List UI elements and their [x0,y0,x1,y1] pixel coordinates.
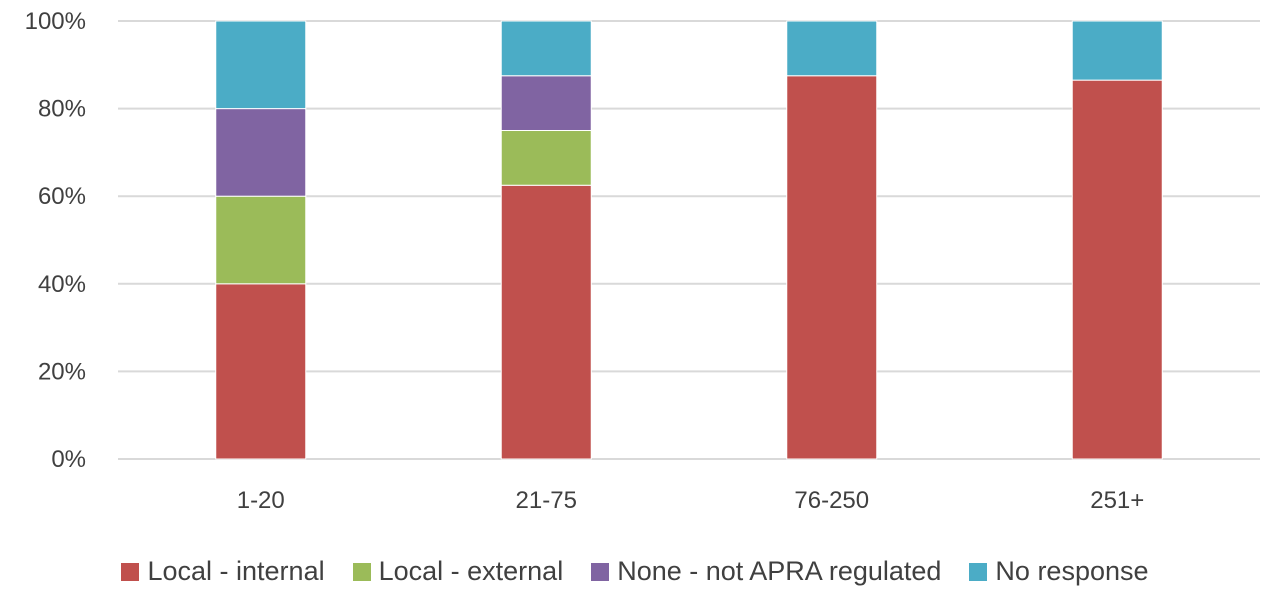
x-tick-label: 1-20 [237,487,285,514]
stacked-bar-chart: 0% 20% 40% 60% 80% 100% 1-20 21-75 76-250 251+ [25,8,1260,514]
bar-segment-21-75-3 [500,20,592,77]
y-tick-label: 0% [51,446,86,473]
bar-segment-1-20-2 [215,108,307,197]
bar-segment-21-75-1 [500,130,592,186]
x-tick-label: 251+ [1090,487,1144,514]
bar-segment-76-250-3 [786,20,878,77]
y-tick-label: 40% [38,271,86,298]
bar-segment-251+-0 [1071,79,1163,460]
legend-label-local-external: Local - external [378,556,564,586]
legend-item-local-external: Local - external [352,556,564,587]
bar-segment-1-20-0 [215,283,307,460]
legend-swatch-no-response [969,562,988,581]
y-tick-label: 60% [38,183,86,210]
legend-item-local-internal: Local - internal [121,556,325,587]
x-tick-label: 76-250 [794,487,869,514]
bar-segment-21-75-2 [500,75,592,131]
y-tick-label: 100% [25,8,86,35]
legend-item-no-response: No response [969,556,1149,587]
y-tick-label: 20% [38,358,86,385]
legend-swatch-local-external [352,562,371,581]
y-tick-label: 80% [38,96,86,123]
bar-segment-76-250-0 [786,75,878,460]
bar-segment-1-20-3 [215,20,307,110]
legend-label-none-not-apra: None - not APRA regulated [617,556,942,586]
legend-item-none-not-apra: None - not APRA regulated [591,556,941,587]
legend: Local - internal Local - external None -… [0,556,1270,587]
legend-label-local-internal: Local - internal [147,556,325,586]
bar-segment-251+-3 [1071,20,1163,81]
bar-segment-1-20-1 [215,195,307,285]
legend-swatch-none-not-apra [591,562,610,581]
bar-segment-21-75-0 [500,184,592,460]
x-tick-label: 21-75 [516,487,577,514]
legend-label-no-response: No response [995,556,1149,586]
legend-swatch-local-internal [121,562,140,581]
